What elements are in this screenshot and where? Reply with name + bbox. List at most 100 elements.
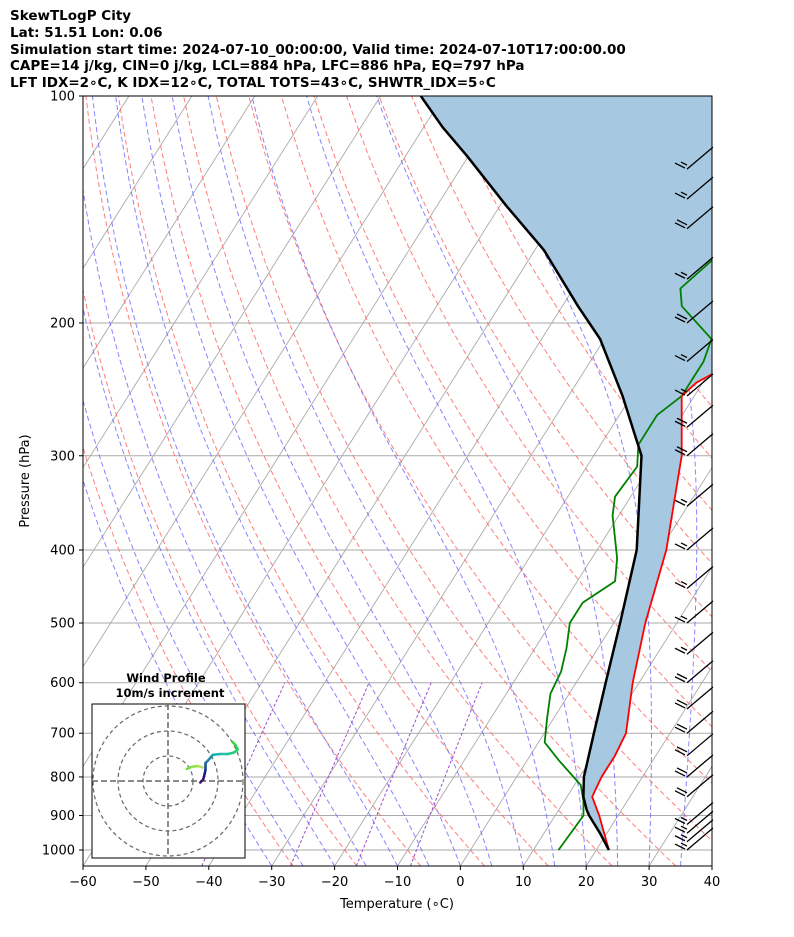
barb-half-flag (680, 191, 688, 196)
barb-flag (674, 770, 686, 777)
mixing-ratio-line (290, 682, 370, 866)
dry-adiabat-line (215, 96, 677, 866)
barb-flag (674, 616, 686, 623)
wind-barb (674, 733, 714, 757)
profile-lines (419, 96, 712, 851)
x-tick-label: 30 (641, 875, 658, 890)
barb-staff (686, 819, 714, 843)
y-tick-label: 500 (50, 617, 75, 632)
inset-title: Wind Profile (126, 671, 206, 685)
chart-header: SkewTLogP City Lat: 51.51 Lon: 0.06 Simu… (10, 8, 626, 92)
moist-adiabat-line (251, 96, 556, 866)
moist-adiabat-line (171, 96, 493, 866)
y-tick-label: 700 (50, 727, 75, 742)
barb-flag (674, 790, 686, 797)
barb-staff (686, 686, 714, 710)
barb-half-flag (680, 842, 688, 847)
moist-adiabat-line (207, 96, 524, 866)
mixing-ratio-line (355, 682, 432, 866)
wind-barbs (674, 146, 714, 851)
y-tick-label: 1000 (42, 844, 75, 859)
barb-staff (686, 774, 714, 798)
barb-staff (686, 733, 714, 757)
dry-adiabat-line (378, 96, 712, 618)
barb-staff (686, 373, 714, 397)
x-tick-label: −40 (195, 875, 222, 890)
hodograph-segment (206, 753, 215, 762)
barb-flag (674, 316, 686, 323)
wind-barb (674, 433, 714, 457)
barb-flag (676, 787, 688, 794)
hodograph-segment (211, 752, 222, 756)
barb-flag (674, 726, 686, 733)
barb-half-flag (680, 353, 688, 359)
barb-flag (674, 162, 686, 169)
barb-flag (674, 843, 686, 850)
wind-profile-inset: Wind Profile 10m/s increment (91, 671, 246, 859)
barb-staff (686, 256, 714, 280)
barb-staff (686, 600, 714, 624)
hodograph-segment (231, 740, 237, 747)
barb-staff (686, 660, 714, 684)
parcel-line (419, 96, 643, 851)
dry-adiabat-line (280, 96, 712, 784)
barb-staff (686, 206, 714, 230)
moist-adiabat-line (83, 186, 367, 866)
y-tick-label: 300 (50, 449, 75, 464)
barb-flag (674, 676, 686, 683)
dry-adiabat-line (150, 96, 549, 866)
wind-barb (674, 660, 714, 684)
stability-indices: LFT IDX=2∘C, K IDX=12∘C, TOTAL TOTS=43∘C… (10, 75, 496, 92)
barb-staff (686, 827, 714, 851)
wind-barb (674, 710, 714, 734)
moist-adiabat-line (115, 96, 430, 866)
barb-staff (686, 433, 714, 457)
barb-flag (676, 313, 688, 320)
dry-adiabat-line (704, 96, 712, 108)
wind-barb (674, 801, 714, 825)
wind-barb (674, 176, 714, 200)
wind-barb (674, 686, 714, 710)
isotherm-line (83, 96, 381, 569)
temperature-line (591, 373, 712, 851)
x-axis-title: Temperature (∘C) (339, 897, 454, 912)
barb-flag (674, 543, 686, 550)
dry-adiabat-line (346, 96, 712, 672)
moist-adiabat-line (83, 478, 273, 866)
moist-adiabat-line (591, 96, 698, 866)
isotherm-line (83, 96, 193, 270)
barb-flag (674, 826, 686, 833)
simulation-times: Simulation start time: 2024-07-10_00:00:… (10, 41, 626, 58)
barb-flag (674, 222, 686, 229)
y-tick-label: 600 (50, 676, 75, 691)
x-tick-label: −50 (132, 875, 159, 890)
barb-staff (686, 527, 714, 551)
barb-half-flag (680, 161, 688, 166)
wind-barb (674, 810, 714, 834)
barb-flag (674, 449, 686, 456)
isotherm-line (711, 865, 712, 866)
dry-adiabat-line (83, 445, 294, 866)
x-tick-label: −20 (321, 875, 348, 890)
wind-barb (674, 146, 714, 170)
wind-barb (674, 404, 714, 428)
dry-adiabat-line (83, 287, 358, 866)
barb-flag (676, 767, 688, 774)
isotherm-line (83, 96, 256, 369)
barb-half-flag (680, 615, 688, 620)
wind-barb (674, 600, 714, 624)
moist-adiabat-line (376, 96, 619, 866)
barb-flag (676, 699, 688, 706)
barb-staff (686, 146, 714, 170)
barb-half-flag (680, 542, 688, 547)
barb-staff (686, 754, 714, 778)
wind-barb (674, 827, 714, 851)
barb-staff (686, 801, 714, 825)
barb-flag (674, 272, 686, 279)
dewpoint-line (543, 259, 712, 851)
x-tick-label: 0 (456, 875, 464, 890)
barb-staff (686, 810, 714, 834)
isotherm-line (83, 96, 444, 668)
x-tick-label: 20 (578, 875, 595, 890)
hodograph-segment (196, 764, 204, 769)
